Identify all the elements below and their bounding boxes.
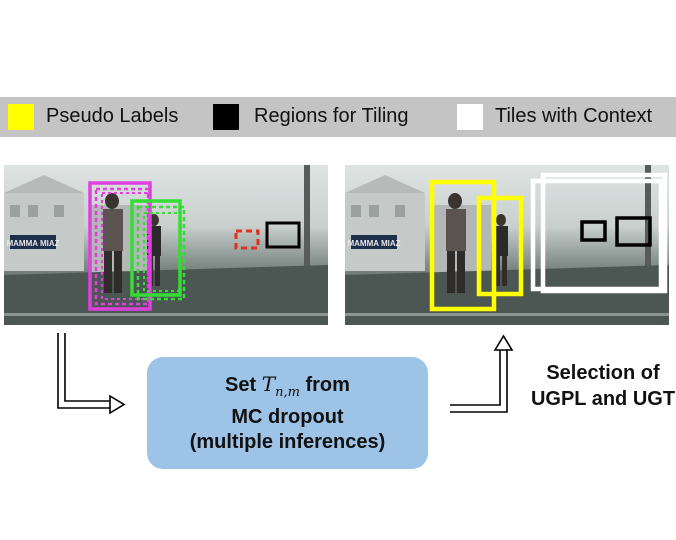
- legend-label-regions-for-tiling: Regions for Tiling: [254, 105, 409, 127]
- sign-text-right: MAMMA MIAZ: [347, 239, 400, 248]
- input-scene-image: MAMMA MIAZ: [4, 165, 328, 325]
- process-from-label: from: [305, 373, 350, 396]
- process-set-label: Set: [225, 373, 257, 396]
- set-symbol: Tn,m: [261, 371, 300, 400]
- process-line-1: Set Tn,m from: [190, 372, 386, 405]
- selection-caption: Selection of UGPL and UGT: [528, 360, 676, 412]
- arrow-to-process: [57, 333, 126, 415]
- process-line-3: (multiple inferences): [189, 430, 386, 453]
- left-scene-drawing: MAMMA MIAZ: [4, 165, 328, 325]
- legend-label-pseudo-labels: Pseudo Labels: [46, 105, 179, 127]
- sign-text: MAMMA MIAZ: [6, 239, 59, 248]
- legend-swatch-tiles-with-context: [457, 104, 483, 130]
- process-text: Set Tn,m from MC dropout (multiple infer…: [190, 372, 386, 455]
- selection-line-2: UGPL and UGT: [530, 388, 676, 410]
- set-symbol-letter: T: [261, 371, 276, 396]
- legend: Pseudo Labels Regions for Tiling Tiles w…: [0, 97, 676, 137]
- selection-line-1: Selection of: [546, 362, 660, 384]
- legend-swatch-regions-for-tiling: [213, 104, 239, 130]
- legend-swatch-pseudo-labels: [8, 104, 34, 130]
- arrow-to-selection: [450, 334, 514, 413]
- process-line-2: MC dropout: [231, 405, 344, 428]
- legend-label-tiles-with-context: Tiles with Context: [495, 105, 653, 127]
- set-symbol-subscript: n,m: [275, 384, 300, 400]
- mc-dropout-process-box: Set Tn,m from MC dropout (multiple infer…: [147, 357, 428, 469]
- right-scene-drawing: MAMMA MIAZ: [345, 165, 669, 325]
- output-scene-image: MAMMA MIAZ: [345, 165, 669, 325]
